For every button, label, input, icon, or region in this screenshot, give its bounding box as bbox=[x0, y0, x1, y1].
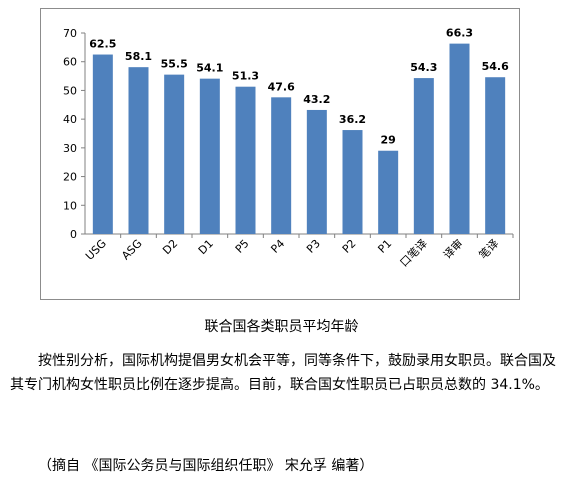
x-category-label: 笔译 bbox=[476, 236, 501, 261]
bar bbox=[164, 74, 185, 234]
bar-value-label: 54.6 bbox=[482, 60, 509, 73]
y-tick-label: 50 bbox=[63, 84, 77, 97]
x-category-label: 口笔译 bbox=[397, 236, 430, 269]
bar bbox=[92, 54, 113, 235]
y-tick-label: 20 bbox=[63, 171, 77, 184]
x-category-label: P4 bbox=[268, 237, 287, 256]
x-category-label: P1 bbox=[375, 237, 394, 256]
x-category-label: P2 bbox=[340, 237, 359, 256]
x-category-label: 译审 bbox=[440, 236, 465, 261]
y-tick-label: 10 bbox=[63, 199, 77, 212]
x-category-label: D1 bbox=[196, 237, 216, 257]
y-tick-label: 70 bbox=[63, 27, 77, 40]
y-tick-label: 30 bbox=[63, 142, 77, 155]
bar-value-label: 51.3 bbox=[232, 70, 259, 83]
bar bbox=[378, 150, 399, 234]
bar-chart: 0 10 20 30 40 50 60 70 62.5 USG 58.1 ASG 55.5 D2 54.1 D… bbox=[63, 27, 514, 269]
bar bbox=[271, 97, 292, 234]
bar-value-label: 47.6 bbox=[268, 80, 295, 93]
bar bbox=[235, 86, 256, 235]
chart-caption: 联合国各类职员平均年龄 bbox=[204, 319, 359, 335]
source-note: （摘自 《国际公务员与国际组织任职》 宋允孚 编著） bbox=[38, 458, 374, 474]
bar bbox=[342, 130, 363, 234]
bar-value-label: 54.1 bbox=[196, 62, 223, 75]
bar-value-label: 43.2 bbox=[303, 93, 330, 106]
x-category-label: USG bbox=[83, 237, 109, 263]
bar bbox=[306, 109, 327, 234]
x-category-label: ASG bbox=[119, 237, 144, 262]
bar bbox=[413, 78, 434, 235]
bar bbox=[199, 78, 220, 234]
bar-value-label: 29 bbox=[381, 134, 396, 147]
bar-value-label: 54.3 bbox=[410, 61, 437, 74]
chart-frame: 0 10 20 30 40 50 60 70 62.5 USG 58.1 ASG 55.5 D2 54.1 D… bbox=[40, 8, 520, 300]
bar-value-label: 55.5 bbox=[161, 58, 188, 71]
bar-value-label: 36.2 bbox=[339, 113, 366, 126]
x-category-label: D2 bbox=[160, 237, 180, 257]
bar-value-label: 58.1 bbox=[125, 50, 152, 63]
bar bbox=[485, 77, 506, 234]
body-paragraph: 按性别分析，国际机构提倡男女机会平等，同等条件下，鼓励录用女职员。联合国及其专门… bbox=[10, 353, 556, 393]
bar-value-label: 62.5 bbox=[89, 38, 116, 51]
bar-value-label: 66.3 bbox=[446, 27, 473, 40]
x-category-label: P3 bbox=[304, 237, 323, 256]
y-tick-label: 0 bbox=[70, 228, 77, 241]
bar bbox=[128, 67, 149, 234]
bar bbox=[449, 43, 470, 235]
y-tick-label: 60 bbox=[63, 56, 77, 69]
y-tick-label: 40 bbox=[63, 113, 77, 126]
x-category-label: P5 bbox=[233, 237, 252, 256]
